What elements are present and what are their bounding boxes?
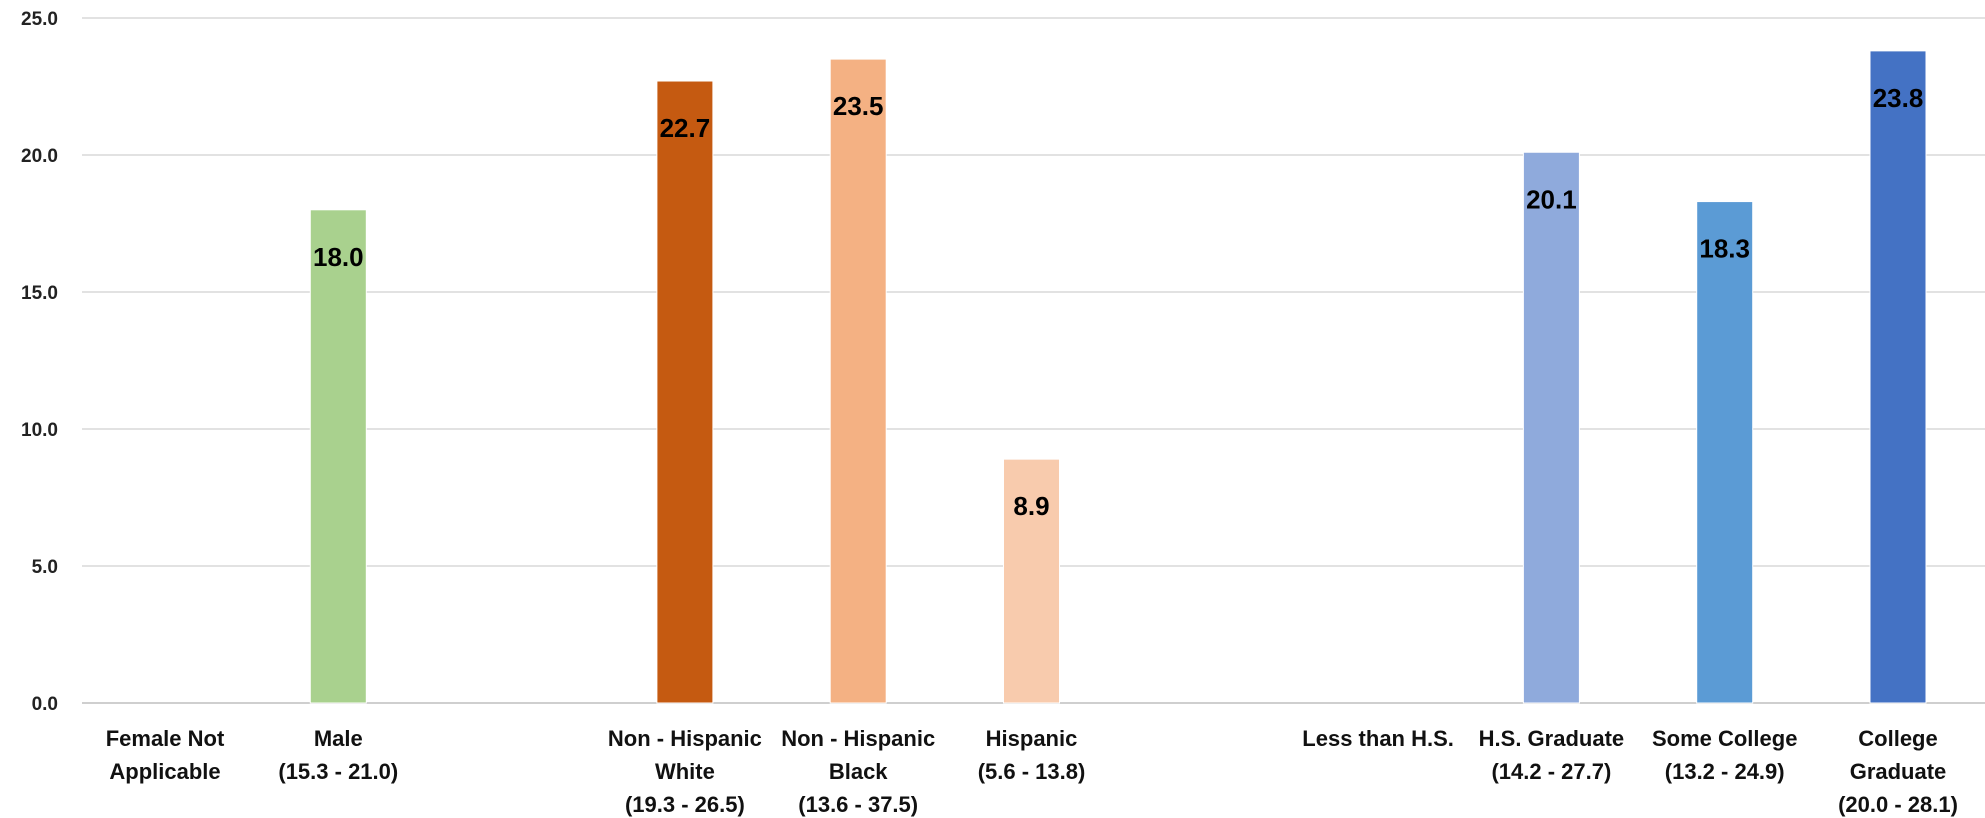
category-label: Hispanic — [986, 726, 1078, 751]
data-label: 23.8 — [1873, 83, 1924, 113]
y-tick-label: 0.0 — [32, 694, 58, 715]
y-tick-label: 5.0 — [32, 557, 58, 578]
category-label: H.S. Graduate — [1479, 726, 1624, 751]
data-label: 18.0 — [313, 242, 364, 272]
data-label: 23.5 — [833, 91, 884, 121]
category-label: (5.6 - 13.8) — [978, 759, 1086, 784]
category-label: (15.3 - 21.0) — [278, 759, 398, 784]
category-label: Graduate — [1850, 759, 1947, 784]
category-label: Some College — [1652, 726, 1797, 751]
bar — [309, 209, 367, 704]
category-label: (13.6 - 37.5) — [798, 792, 918, 817]
bar — [1696, 201, 1754, 704]
y-tick-label: 10.0 — [21, 420, 58, 441]
bar — [656, 80, 714, 704]
y-axis-tick-labels: 0.0 5.0 10.0 15.0 20.0 25.0 — [21, 9, 58, 715]
data-labels: 18.0 22.7 23.5 8.9 20.1 18.3 23.8 — [313, 83, 1923, 521]
category-label: Non - Hispanic — [781, 726, 935, 751]
category-label: Female Not — [106, 726, 225, 751]
category-label: College — [1858, 726, 1937, 751]
bar — [1003, 458, 1060, 704]
category-label: (14.2 - 27.7) — [1491, 759, 1611, 784]
bar — [829, 58, 887, 704]
bars — [309, 50, 1927, 704]
data-label: 20.1 — [1526, 184, 1577, 214]
category-label: Male — [314, 726, 363, 751]
category-label: Black — [829, 759, 888, 784]
y-tick-label: 20.0 — [21, 146, 58, 167]
data-label: 18.3 — [1699, 234, 1750, 264]
category-label: (13.2 - 24.9) — [1665, 759, 1785, 784]
y-tick-label: 15.0 — [21, 283, 58, 304]
bar — [1869, 50, 1927, 704]
bar — [1522, 151, 1580, 704]
category-labels: Female Not Applicable Male (15.3 - 21.0) Non… — [106, 726, 1958, 817]
category-label: Less than H.S. — [1302, 726, 1454, 751]
category-label: Non - Hispanic — [608, 726, 762, 751]
data-label: 8.9 — [1013, 491, 1049, 521]
y-tick-label: 25.0 — [21, 9, 58, 30]
category-label: (20.0 - 28.1) — [1838, 792, 1958, 817]
category-label: White — [655, 759, 715, 784]
data-label: 22.7 — [660, 113, 711, 143]
gridlines — [82, 17, 1985, 704]
category-label: Applicable — [109, 759, 220, 784]
category-label: (19.3 - 26.5) — [625, 792, 745, 817]
